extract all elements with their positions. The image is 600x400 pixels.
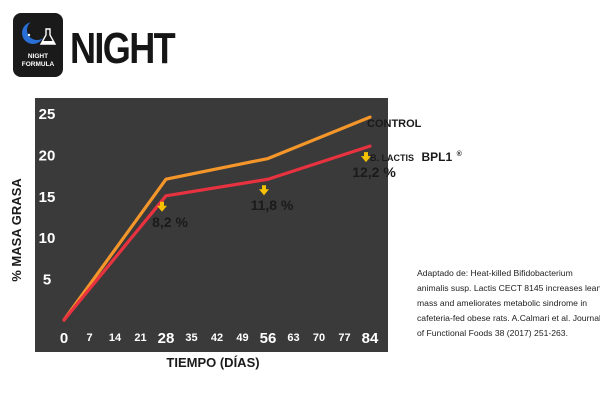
x-tick-label: 21 (134, 332, 146, 344)
y-tick-label: 15 (39, 189, 56, 206)
y-tick-label: 10 (39, 230, 56, 247)
series-line-treatment (62, 144, 372, 322)
series-lines (62, 115, 372, 322)
source-note: Adaptado de: Heat-killed Bifidobacterium… (417, 268, 600, 338)
series-label-mark: ® (457, 150, 463, 158)
down-arrow-icon (157, 201, 167, 212)
annotations: 8,2 % 11,8 % 12,2 % (152, 152, 396, 230)
y-tick-label: 25 (39, 106, 56, 123)
night-formula-logo: NIGHT FORMULA (13, 13, 63, 77)
y-axis-label: % MASA GRASA (9, 178, 24, 282)
series-label-treatment: B. LACTIS BPL1 ® (370, 148, 463, 165)
x-tick-label: 49 (236, 332, 248, 344)
x-tick-label: 70 (313, 332, 325, 344)
moon-flask-icon (22, 20, 57, 45)
y-tick-label: 5 (43, 272, 51, 289)
y-tick-label: 20 (39, 147, 56, 164)
logo-label: NIGHT FORMULA (21, 53, 55, 68)
reduction-label: 11,8 % (251, 197, 294, 213)
x-tick-label: 42 (211, 332, 223, 344)
x-tick-label: 35 (185, 332, 197, 344)
down-arrow-icon (361, 152, 371, 163)
reduction-label: 8,2 % (152, 214, 188, 230)
x-tick-label: 14 (109, 332, 122, 344)
reduction-label: 12,2 % (352, 164, 396, 180)
series-label-control: CONTROL (367, 118, 422, 130)
page-title: NIGHT (70, 24, 176, 73)
x-tick-label: 28 (158, 330, 175, 347)
plot-background (35, 98, 388, 352)
x-tick-label: 7 (86, 332, 92, 344)
x-axis-label: TIEMPO (DÍAS) (166, 355, 259, 370)
x-tick-label: 77 (338, 332, 350, 344)
series-label-prefix: B. LACTIS (370, 153, 414, 163)
x-tick-label: 0 (60, 330, 68, 347)
x-tick-label: 84 (362, 330, 379, 347)
series-line-control (62, 115, 372, 322)
down-arrow-icon (259, 185, 269, 196)
series-label-main: BPL1 (421, 150, 452, 164)
y-axis-ticks: 5 10 15 20 25 (39, 106, 56, 289)
x-tick-label: 56 (260, 330, 277, 347)
x-axis-ticks: 0 7 14 21 28 35 42 49 56 63 70 77 84 (60, 330, 379, 347)
x-tick-label: 63 (287, 332, 299, 344)
